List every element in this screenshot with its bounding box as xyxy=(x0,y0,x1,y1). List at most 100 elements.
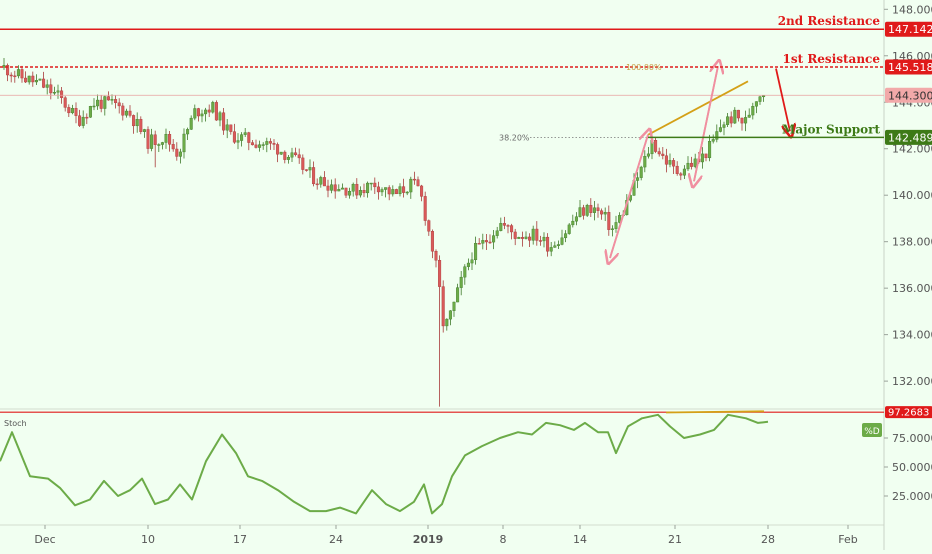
candle-body xyxy=(160,142,164,145)
candle-body xyxy=(423,196,427,221)
stoch-legend: %D xyxy=(862,423,882,437)
candle-body xyxy=(301,157,305,170)
candle-body xyxy=(20,69,24,79)
major-support-badge: 142.489 xyxy=(885,129,932,145)
candle-body xyxy=(312,167,316,185)
candle-body xyxy=(243,132,247,135)
candle-body xyxy=(618,215,622,223)
candle-body xyxy=(391,189,395,195)
candle-body xyxy=(556,244,560,246)
candle-body xyxy=(96,99,100,107)
fib-100-label: 100.00% xyxy=(626,63,662,72)
target-arrow xyxy=(775,68,790,132)
candle-body xyxy=(477,243,481,245)
candle-body xyxy=(582,207,586,216)
candle-body xyxy=(31,75,35,83)
candle-body xyxy=(196,108,200,117)
candle-body xyxy=(337,189,341,192)
candle-body xyxy=(283,151,287,160)
candle-body xyxy=(700,153,704,163)
price-tick-label: 136.000 xyxy=(892,282,932,295)
candle-body xyxy=(675,165,679,174)
candle-body xyxy=(218,112,222,121)
candle-body xyxy=(589,204,593,213)
candle-body xyxy=(304,169,308,171)
candle-body xyxy=(128,110,132,116)
candle-body xyxy=(117,102,121,107)
candle-body xyxy=(326,185,330,191)
candle-body xyxy=(488,241,492,244)
candle-body xyxy=(60,90,64,98)
candle-body xyxy=(85,116,89,119)
candle-body xyxy=(261,144,265,146)
level-lines: 2nd Resistance 1st Resistance Major Supp… xyxy=(0,14,884,139)
time-tick-label: Dec xyxy=(34,533,55,546)
candle-body xyxy=(384,187,388,190)
candle-body xyxy=(225,124,229,131)
candle-body xyxy=(186,129,190,135)
candle-body xyxy=(754,101,758,107)
candle-body xyxy=(70,108,74,114)
candle-body xyxy=(258,144,262,148)
candle-body xyxy=(78,115,82,126)
candle-body xyxy=(24,77,28,83)
candle-body xyxy=(214,102,218,121)
candle-body xyxy=(139,119,143,132)
candle-body xyxy=(52,92,56,94)
candle-body xyxy=(524,236,528,239)
candle-body xyxy=(535,228,539,241)
candle-body xyxy=(751,106,755,116)
candle-body xyxy=(639,166,643,178)
time-tick-label: 28 xyxy=(761,533,775,546)
price-tick-label: 142.000 xyxy=(892,143,932,156)
candle-body xyxy=(448,310,452,320)
candle-body xyxy=(402,186,406,193)
candle-body xyxy=(376,186,380,193)
candle-body xyxy=(452,301,456,311)
candle-body xyxy=(744,117,748,124)
candle-body xyxy=(603,212,607,215)
candle-body xyxy=(268,141,272,144)
price-tick-label: 148.000 xyxy=(892,3,932,16)
candle-body xyxy=(250,142,254,146)
candle-body xyxy=(664,155,668,165)
candle-body xyxy=(484,240,488,243)
candle-body xyxy=(171,144,175,150)
candle-body xyxy=(348,191,352,196)
candle-body xyxy=(74,108,78,116)
current-price-value: 144.300 xyxy=(888,89,932,102)
candle-body xyxy=(466,262,470,267)
projection-arrow-up xyxy=(693,66,718,182)
candle-body xyxy=(607,212,611,230)
candle-body xyxy=(733,109,737,124)
candle-body xyxy=(693,158,697,167)
candle-body xyxy=(319,177,323,185)
candle-body xyxy=(502,223,506,226)
candle-body xyxy=(711,139,715,142)
candle-body xyxy=(420,185,424,197)
candle-body xyxy=(232,131,236,143)
candle-body xyxy=(56,90,60,93)
second-resistance-value: 147.142 xyxy=(888,23,932,36)
candle-body xyxy=(150,134,154,149)
candle-body xyxy=(427,220,431,232)
candle-body xyxy=(92,105,96,108)
candle-body xyxy=(240,134,244,141)
stoch-tick-label: 75.0000 xyxy=(892,432,932,445)
candle-body xyxy=(747,114,751,118)
candle-body xyxy=(636,177,640,181)
first-resistance-value: 145.518 xyxy=(888,61,932,74)
price-tick-label: 140.000 xyxy=(892,189,932,202)
first-resistance-badge: 145.518 xyxy=(885,59,932,75)
candle-body xyxy=(204,109,208,115)
candle-body xyxy=(567,224,571,234)
price-tick-label: 138.000 xyxy=(892,236,932,249)
time-tick-label: 8 xyxy=(500,533,507,546)
candle-body xyxy=(726,116,730,125)
candle-body xyxy=(322,177,326,187)
candle-body xyxy=(362,190,366,194)
candle-body xyxy=(459,276,463,288)
candle-body xyxy=(207,109,211,113)
